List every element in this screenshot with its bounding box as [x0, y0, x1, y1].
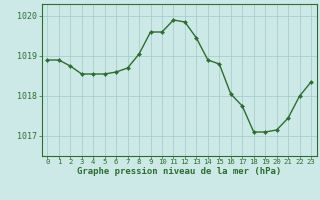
X-axis label: Graphe pression niveau de la mer (hPa): Graphe pression niveau de la mer (hPa): [77, 167, 281, 176]
